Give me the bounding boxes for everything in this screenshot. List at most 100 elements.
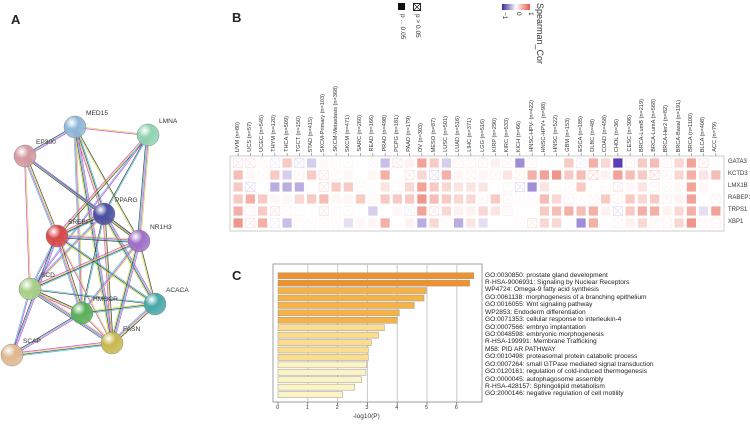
protein-node-srebf1[interactable] [45, 224, 69, 248]
ns-cross [294, 158, 305, 168]
interaction-edge [103, 134, 148, 214]
ns-cross [343, 206, 354, 216]
enrichment-bar [277, 339, 372, 346]
enrichment-bar [277, 302, 415, 309]
heatmap-cell [552, 218, 562, 228]
ns-cross [564, 182, 574, 192]
ns-cross [245, 182, 256, 192]
interaction-edge [137, 134, 147, 241]
heatmap-cell [307, 170, 317, 180]
ns-cross [233, 158, 243, 168]
ns-cross [466, 170, 476, 180]
scale-title: Spearman_Cor [535, 3, 545, 65]
interaction-edge [29, 289, 155, 305]
ns-cross [306, 218, 317, 228]
heatmap-cell [441, 158, 451, 168]
ns-cross [698, 158, 709, 168]
term-label: R-HSA-199991: Membrane Trafficking [485, 338, 597, 346]
heatmap-cell [417, 194, 427, 204]
heatmap-cell [539, 194, 549, 204]
heatmap-cell [307, 158, 317, 168]
heatmap-cell [625, 218, 635, 228]
protein-node-fasn[interactable] [100, 331, 124, 355]
heatmap-cell [539, 218, 549, 228]
term-label: WP2853: Endoderm differentiation [485, 308, 586, 316]
interaction-edge [11, 312, 83, 356]
heatmap-cell [650, 206, 660, 216]
heatmap-cell [674, 170, 684, 180]
heatmap-cell [552, 170, 562, 180]
interaction-edge [56, 236, 82, 314]
crossed-square-icon [413, 3, 421, 11]
enrichment-bar [277, 279, 470, 287]
heatmap-cell [405, 218, 415, 228]
protein-node-hmgcr[interactable] [70, 301, 94, 325]
heatmap-cell [466, 218, 476, 228]
protein-node-scap[interactable] [0, 343, 24, 367]
interaction-edge [55, 236, 81, 314]
heatmap-cell [613, 170, 623, 180]
node-label: NR1H3 [150, 224, 172, 231]
heatmap-cell [454, 218, 464, 228]
heatmap-cell [233, 194, 243, 204]
interaction-edge [111, 240, 139, 343]
heatmap-cell [380, 206, 390, 216]
interaction-edge [56, 236, 112, 344]
enrichment-bar [277, 287, 427, 294]
ns-cross [649, 170, 660, 180]
heatmap-cell [699, 182, 709, 192]
x-tick-label: 0 [276, 405, 280, 411]
term-label: GO:0007566: embryo implantation [485, 323, 586, 331]
ns-cross [527, 218, 537, 228]
interaction-edge [56, 236, 139, 242]
ns-cross [331, 158, 341, 168]
heatmap-cell [405, 182, 415, 192]
heatmap-cell [490, 194, 500, 204]
heatmap-cell [282, 194, 292, 204]
heatmap-cell [441, 206, 451, 216]
heatmap-cell [711, 182, 721, 192]
ns-cross [294, 206, 305, 216]
protein-node-ep300[interactable] [13, 144, 37, 168]
interaction-edge [11, 342, 112, 355]
heatmap-cell [331, 194, 341, 204]
protein-node-scd[interactable] [18, 277, 42, 301]
heatmap-cell [625, 206, 635, 216]
interaction-edge [102, 214, 112, 344]
heatmap-frame [229, 155, 725, 232]
heatmap-cell [601, 218, 611, 228]
heatmap-cell [515, 206, 525, 216]
enrichment-bar [277, 309, 400, 317]
heatmap-cell [441, 194, 451, 204]
heatmap-cell [662, 206, 672, 216]
heatmap-cell [625, 182, 635, 192]
ns-cross [613, 206, 623, 216]
heatmap-cell [282, 158, 292, 168]
heatmap-cell [552, 206, 562, 216]
heatmap-cell [429, 158, 439, 168]
heatmap-cell [245, 194, 255, 204]
heatmap-cell [331, 182, 341, 192]
x-tick-label: 6 [454, 405, 458, 411]
interaction-edge [81, 302, 155, 313]
protein-node-lmna[interactable] [136, 123, 160, 147]
heatmap-cell [601, 170, 611, 180]
protein-node-acaca[interactable] [143, 292, 167, 316]
enrichment-bar [277, 354, 369, 361]
node-label: FASN [123, 326, 141, 333]
protein-node-med15[interactable] [63, 115, 87, 139]
heatmap-cell [245, 170, 255, 180]
interaction-edge [74, 126, 83, 314]
ns-cross [404, 170, 415, 180]
ns-cross [270, 206, 280, 216]
protein-node-pparg[interactable] [92, 202, 116, 226]
interaction-edge [30, 288, 156, 304]
heatmap-cell [637, 170, 647, 180]
row-label: GATA3 [728, 159, 747, 165]
ns-cross [319, 170, 329, 180]
heatmap-cell [564, 158, 574, 168]
protein-node-nr1h3[interactable] [127, 229, 151, 253]
term-label: GO:0030850: prostate gland development [485, 271, 608, 279]
heatmap-cell [686, 194, 696, 204]
